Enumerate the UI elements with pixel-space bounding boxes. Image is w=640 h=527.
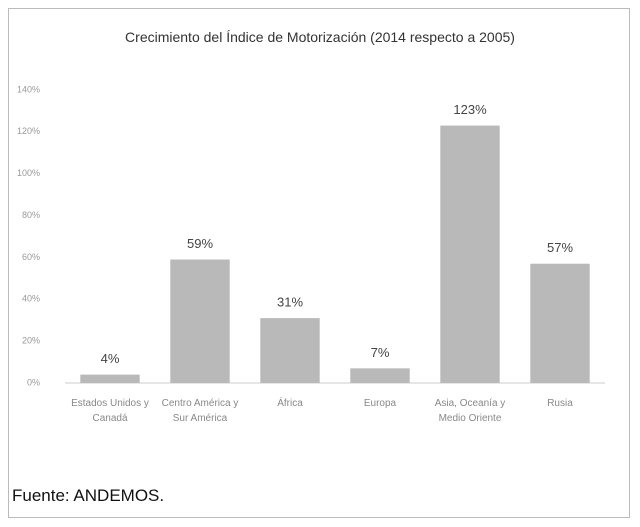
chart-title: Crecimiento del Índice de Motorización (… bbox=[125, 29, 515, 45]
y-tick-label: 140% bbox=[17, 84, 40, 94]
chart-frame bbox=[8, 8, 630, 518]
x-tick-label: Europa bbox=[363, 398, 397, 409]
x-tick-label: África bbox=[277, 398, 303, 409]
x-tick-label: Estados Unidos y Canadá bbox=[71, 398, 149, 424]
bar bbox=[260, 318, 320, 383]
bar bbox=[440, 125, 500, 383]
data-label: 57% bbox=[547, 240, 573, 255]
x-tick-label: Rusia bbox=[547, 398, 573, 409]
data-label: 4% bbox=[101, 351, 120, 366]
y-tick-label: 80% bbox=[22, 210, 40, 220]
bar bbox=[80, 374, 140, 383]
x-tick-label: Asia, Oceanía y Medio Oriente bbox=[434, 398, 506, 424]
bar bbox=[530, 263, 590, 383]
y-tick-label: 60% bbox=[22, 252, 40, 262]
y-tick-label: 40% bbox=[22, 294, 40, 304]
y-tick-label: 120% bbox=[17, 126, 40, 136]
bar bbox=[350, 368, 410, 383]
data-label: 123% bbox=[453, 102, 487, 117]
source-note: Fuente: ANDEMOS. bbox=[12, 486, 165, 505]
data-label: 31% bbox=[277, 295, 303, 310]
x-tick-label: Centro América y Sur América bbox=[161, 398, 239, 424]
y-tick-label: 100% bbox=[17, 168, 40, 178]
data-label: 7% bbox=[371, 345, 390, 360]
y-tick-label: 20% bbox=[22, 336, 40, 346]
bar bbox=[170, 259, 230, 383]
data-label: 59% bbox=[187, 236, 213, 251]
y-tick-label: 0% bbox=[27, 377, 40, 387]
